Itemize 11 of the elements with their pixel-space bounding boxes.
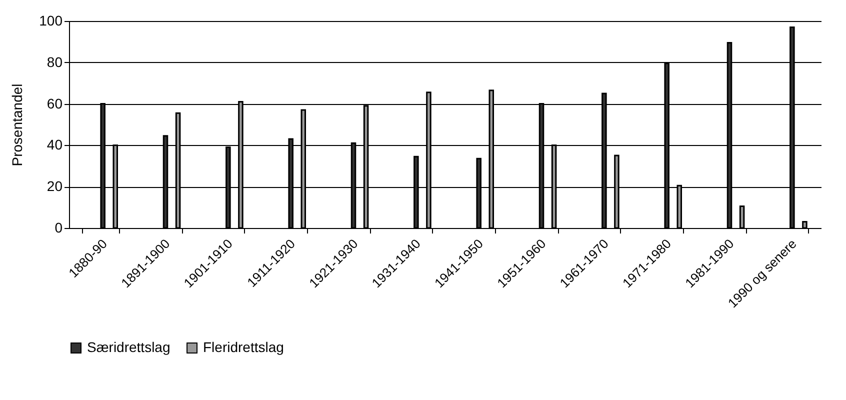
bar [802, 221, 808, 229]
y-tick-label: 20 [46, 178, 63, 194]
y-tick-label: 40 [46, 136, 63, 153]
y-tick-label: 80 [46, 54, 63, 70]
y-tick-label: 60 [46, 95, 63, 112]
y-tick-label: 0 [54, 220, 63, 236]
y-axis-title: Prosentandel [9, 84, 26, 166]
y-tick-label: 100 [39, 12, 63, 28]
bar [739, 206, 745, 229]
legend-label: Særidrettslag [87, 339, 170, 355]
legend-label: Fleridrettslag [203, 339, 284, 355]
